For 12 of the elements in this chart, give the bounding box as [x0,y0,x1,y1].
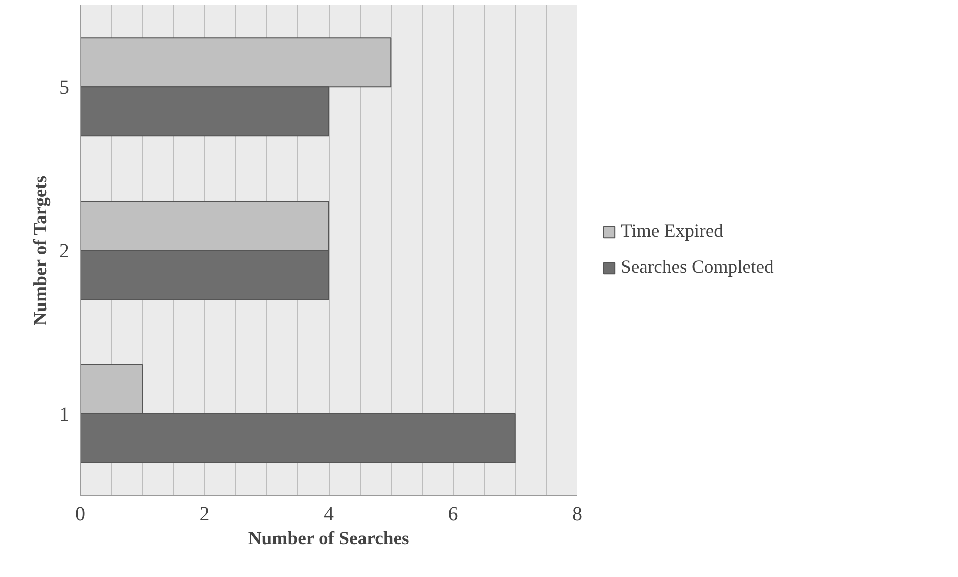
legend-label: Time Expired [621,221,724,243]
x-tick-label: 8 [572,504,582,526]
legend-label: Searches Completed [621,257,774,279]
y-axis-title: Number of Targets [30,176,52,326]
x-axis-title: Number of Searches [248,528,410,550]
x-tick-label: 2 [200,504,210,526]
y-tick-label: 2 [60,240,70,262]
y-tick-label: 5 [60,77,70,100]
x-tick-label: 0 [76,504,86,526]
x-tick-label: 4 [324,504,334,526]
y-tick-label: 1 [60,404,70,426]
x-tick-label: 6 [448,504,458,526]
